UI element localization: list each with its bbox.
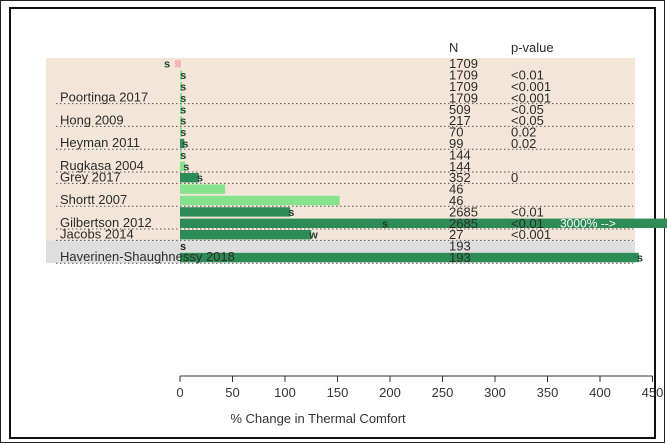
bar-marker: s <box>164 59 170 71</box>
bar-marker: s <box>382 218 388 230</box>
bar <box>180 218 667 228</box>
bar <box>180 150 183 160</box>
n-value: 70 <box>449 125 463 140</box>
x-tick-label: 0 <box>176 385 183 400</box>
bar-marker: s <box>180 241 186 253</box>
p-value: <0.001 <box>511 90 551 105</box>
n-value: 509 <box>449 102 471 117</box>
bar <box>180 161 186 171</box>
n-value: 1709 <box>449 56 478 71</box>
p-value: <0.05 <box>511 113 544 128</box>
study-label: Rugkasa 2004 <box>60 158 144 173</box>
n-value: 217 <box>449 113 471 128</box>
x-tick-label: 400 <box>589 385 611 400</box>
bar <box>180 184 226 194</box>
bar <box>180 116 183 126</box>
n-value: 1709 <box>449 79 478 94</box>
n-value: 46 <box>449 182 463 197</box>
p-value: <0.001 <box>511 79 551 94</box>
bar-marker: s <box>180 127 186 139</box>
n-value: 144 <box>449 159 471 174</box>
study-label: Heyman 2011 <box>60 135 140 150</box>
bar-marker: s <box>288 207 294 219</box>
n-value: 27 <box>449 227 463 242</box>
bar-marker: s <box>180 104 186 116</box>
bar <box>180 195 340 206</box>
bar-marker: s <box>197 173 203 185</box>
p-value: <0.01 <box>511 68 544 83</box>
x-tick-label: 300 <box>484 385 506 400</box>
bar <box>180 138 185 149</box>
n-column-header: N <box>449 40 458 55</box>
p-value: 0 <box>511 170 518 185</box>
x-tick-label: 350 <box>537 385 559 400</box>
bar-marker: s <box>180 70 186 82</box>
bar-marker: s <box>180 82 186 94</box>
bar-marker: s <box>180 93 186 105</box>
n-value: 99 <box>449 136 463 151</box>
study-label: Hong 2009 <box>60 112 124 127</box>
study-label: Jacobs 2014 <box>60 226 134 241</box>
study-label: Shortt 2007 <box>60 192 127 207</box>
text-labels: N p-value % Change in Thermal Comfort 17… <box>60 40 554 426</box>
p-value-column-header: p-value <box>511 40 554 55</box>
p-value: 0.02 <box>511 125 536 140</box>
bar-marker: s <box>180 150 186 162</box>
x-tick-label: 50 <box>225 385 239 400</box>
x-tick-label: 200 <box>379 385 401 400</box>
x-tick-label: 250 <box>432 385 454 400</box>
bar-marker: s <box>182 139 188 151</box>
bar-marker: w <box>308 230 318 242</box>
p-value: <0.01 <box>511 204 544 219</box>
n-value: 144 <box>449 147 471 162</box>
n-value: 46 <box>449 193 463 208</box>
x-tick-label: 450 <box>642 385 664 400</box>
n-value: 2685 <box>449 216 478 231</box>
bar <box>180 127 183 137</box>
bar <box>180 81 183 92</box>
x-axis-label: % Change in Thermal Comfort <box>230 411 406 426</box>
n-value: 1709 <box>449 90 478 105</box>
n-value: 193 <box>449 239 471 254</box>
bar-marker: s <box>180 116 186 128</box>
x-tick-label: 100 <box>274 385 296 400</box>
study-label: Haverinen-Shaughnessy 2018 <box>60 249 235 264</box>
bar <box>175 60 181 68</box>
bar <box>180 173 199 183</box>
n-value: 1709 <box>449 68 478 83</box>
n-value: 352 <box>449 170 471 185</box>
bar <box>180 252 639 263</box>
n-value: 193 <box>449 250 471 265</box>
bar <box>180 93 183 103</box>
bar <box>180 230 312 240</box>
p-value: <0.01 <box>511 216 544 231</box>
x-tick-label: 150 <box>327 385 349 400</box>
p-value: <0.05 <box>511 102 544 117</box>
study-label: Poortinga 2017 <box>60 90 148 105</box>
x-axis: 0 50 100 150 200 250 300 350 400 450 <box>176 375 664 400</box>
p-value: <0.001 <box>511 227 551 242</box>
bar <box>180 207 291 217</box>
p-value: 0.02 <box>511 136 536 151</box>
dotted-row-lines <box>56 103 633 264</box>
bar <box>180 104 183 114</box>
study-label: Grey 2017 <box>60 169 121 184</box>
overflow-note: 3000% --> <box>560 216 616 230</box>
bar-marker: s <box>183 161 189 173</box>
bar <box>180 70 183 80</box>
study-label: Gilbertson 2012 <box>60 215 152 230</box>
bar-marker: s <box>637 253 643 265</box>
n-value: 2685 <box>449 204 478 219</box>
